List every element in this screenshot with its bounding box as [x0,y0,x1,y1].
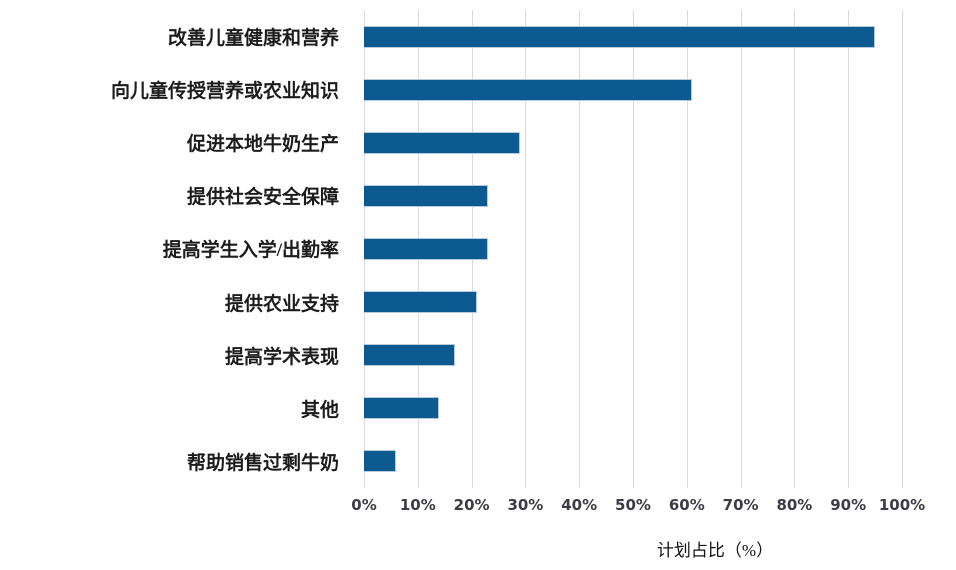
bar-row [364,63,902,116]
category-axis: 改善儿童健康和营养向儿童传授营养或农业知识促进本地牛奶生产 提供社会安全保障提高学… [0,10,352,488]
bar-series [364,10,902,488]
category-label: 提供社会安全保障 [186,187,339,209]
x-tick-label: 30% [507,496,544,514]
gridline-100% [902,10,903,488]
bar-提供农业支持 [364,291,477,314]
x-axis-ticks: 0% 10% 20% 30% 40% 50% 60% 70% 80% 90% 100% [351,496,925,520]
category-label: 改善儿童健康和营养 [167,28,339,50]
bar-提高学生入学/出勤率 [364,237,488,260]
x-tick-label: 100% [878,496,926,514]
category-label: 提供农业支持 [224,293,339,315]
bar-向儿童传授营养或农业知识 [364,78,693,101]
bar-row [364,116,902,169]
gridline-90% [848,10,850,488]
bar-row [364,382,902,435]
bar-row [364,329,902,382]
gridline-50% [633,10,634,488]
bar-帮助销售过剩牛奶 [364,450,397,473]
bar-row [364,222,902,275]
category-label: 促进本地牛奶生产 [186,134,339,156]
gridline-70% [740,10,742,488]
bar-改善儿童健康和营养 [364,25,876,48]
gridline-60% [686,10,688,488]
category-label: 其他 [300,399,339,421]
category-label: 向儿童传授营养或农业知识 [110,81,339,103]
category-label: 提高学术表现 [224,346,339,368]
x-tick-label: 50% [615,496,651,514]
x-tick-label: 0% [351,496,377,514]
bar-row [364,10,902,63]
gridline-30% [525,10,527,488]
x-axis-title: 计划占比（%） [656,541,774,560]
x-tick-label: 60% [668,496,705,514]
category-label: 帮助销售过剩牛奶 [186,452,339,474]
gridline-80% [794,10,796,488]
bar-促进本地牛奶生产 [364,131,521,154]
bar-row [364,435,902,488]
x-tick-label: 80% [776,496,813,514]
category-label: 提高学生入学/出勤率 [162,240,339,262]
x-tick-label: 40% [561,496,598,514]
gridline-40% [579,10,581,488]
bar-row [364,169,902,222]
x-tick-label: 20% [453,496,490,514]
bar-row [364,276,902,329]
x-tick-label: 90% [830,496,867,514]
plot-area [364,10,903,488]
x-tick-label: 70% [722,496,759,514]
bar-提供社会安全保障 [364,184,488,207]
bar-其他 [364,397,440,420]
bar-提高学术表现 [364,344,456,367]
x-tick-label: 10% [399,496,436,514]
